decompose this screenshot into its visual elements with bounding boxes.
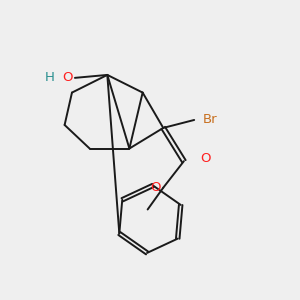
Text: O: O bbox=[150, 181, 160, 194]
Text: Br: Br bbox=[203, 113, 218, 127]
Text: O: O bbox=[200, 152, 211, 165]
Text: H: H bbox=[44, 71, 54, 84]
Text: O: O bbox=[62, 71, 73, 84]
